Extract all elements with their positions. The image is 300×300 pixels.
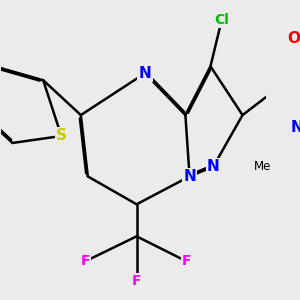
Text: S: S bbox=[56, 128, 67, 143]
Text: Cl: Cl bbox=[214, 13, 229, 27]
Text: F: F bbox=[80, 254, 90, 268]
Text: N: N bbox=[139, 66, 151, 81]
Text: F: F bbox=[182, 254, 191, 268]
Text: O: O bbox=[288, 31, 300, 46]
Text: N: N bbox=[207, 159, 220, 174]
Text: N: N bbox=[183, 169, 196, 184]
Text: N: N bbox=[290, 120, 300, 135]
Text: F: F bbox=[132, 274, 141, 288]
Text: Me: Me bbox=[254, 160, 271, 173]
